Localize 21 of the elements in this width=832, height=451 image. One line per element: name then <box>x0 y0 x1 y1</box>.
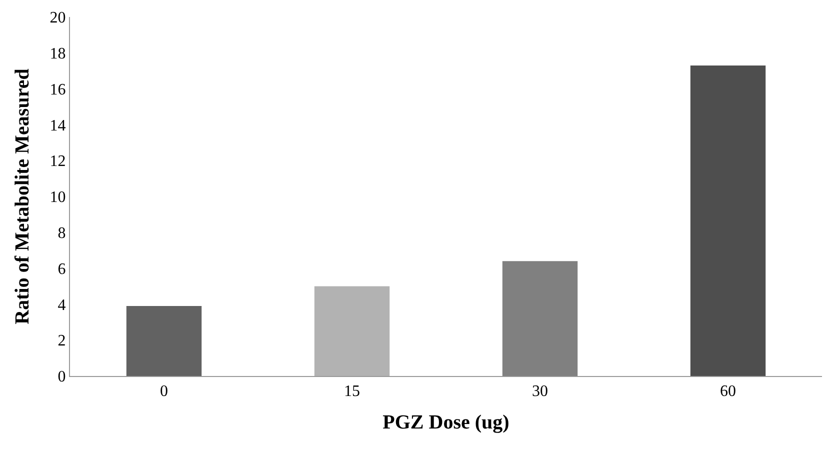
x-tick-label: 30 <box>532 383 548 400</box>
y-tick-label: 10 <box>50 189 66 206</box>
y-axis-title: Ratio of Metabolite Measured <box>11 68 34 324</box>
y-tick-label: 14 <box>50 117 66 134</box>
y-tick-label: 8 <box>58 225 66 242</box>
y-tick-label: 2 <box>58 332 66 350</box>
y-tick-label: 4 <box>58 296 66 314</box>
y-tick-label: 0 <box>58 368 66 386</box>
bar <box>126 306 202 376</box>
bar <box>502 261 578 376</box>
y-tick-label: 20 <box>50 10 66 27</box>
bar <box>690 65 766 376</box>
x-tick-label: 60 <box>720 383 736 400</box>
x-tick-label: 15 <box>344 383 360 400</box>
y-tick-label: 12 <box>50 153 66 170</box>
x-axis-title: PGZ Dose (ug) <box>382 412 510 434</box>
bar <box>314 286 390 376</box>
y-tick-label: 16 <box>50 81 66 98</box>
y-tick-label: 6 <box>58 260 66 278</box>
x-tick-label: 0 <box>160 383 168 400</box>
y-tick-label: 18 <box>50 46 66 62</box>
